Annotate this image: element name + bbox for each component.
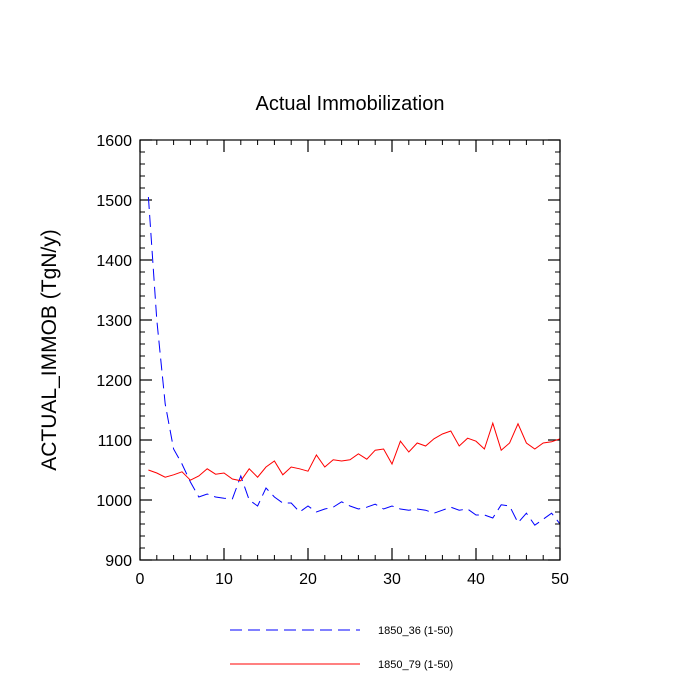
legend: 1850_36 (1-50) 1850_79 (1-50) (230, 625, 453, 671)
x-tick-label: 30 (383, 571, 401, 588)
series-line-1 (147, 196, 561, 526)
plot-frame (139, 139, 561, 561)
x-tick-label: 20 (299, 571, 317, 588)
legend-label-1: 1850_36 (1-50) (378, 625, 453, 637)
x-tick-label: 0 (136, 571, 145, 588)
series-line-2 (148, 421, 561, 482)
y-tick-label: 1000 (96, 493, 132, 510)
y-axis-label: ACTUAL_IMMOB (TgN/y) (38, 229, 61, 471)
y-tick-label: 1400 (96, 253, 132, 270)
y-tick-label: 900 (105, 553, 132, 570)
y-tick-label: 1300 (96, 313, 132, 330)
major-ticks (139, 139, 561, 561)
chart-title: Actual Immobilization (256, 93, 445, 115)
y-tick-label: 1100 (98, 433, 133, 450)
x-tick-label: 50 (551, 571, 569, 588)
minor-ticks (140, 140, 560, 560)
series-layer (147, 196, 561, 526)
legend-label-2: 1850_79 (1-50) (378, 659, 453, 671)
y-tick-label: 1200 (96, 373, 132, 390)
x-tick-label: 40 (467, 571, 485, 588)
y-tick-label: 1600 (96, 133, 132, 150)
y-tick-label: 1500 (96, 193, 132, 210)
tick-labels: 0 10 20 30 40 50 900 1000 1100 1200 1300 1400 1500 16… (96, 133, 569, 588)
x-tick-label: 10 (215, 571, 233, 588)
